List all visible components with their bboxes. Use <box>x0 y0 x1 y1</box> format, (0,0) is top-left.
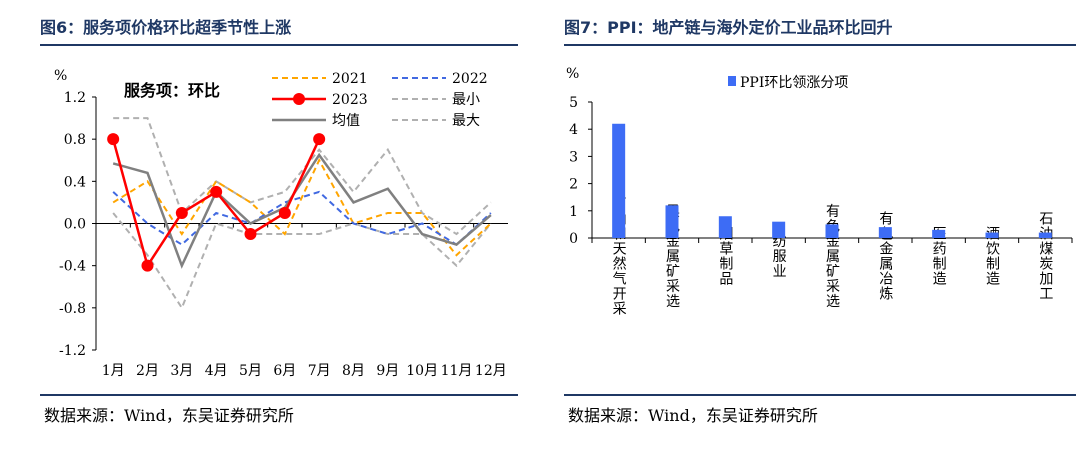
service-price-line-chart: 1.2 0.8 0.4 0.0 -0.4 -0.8 -1.2 1月 2月 3月 4月 5月 6月 7月 8月… <box>54 68 508 379</box>
x-tick-label: 7月 <box>308 363 331 379</box>
x-tick-label: 5月 <box>239 363 262 379</box>
y-tick-label: 0.8 <box>64 132 86 148</box>
bar <box>1038 232 1052 238</box>
x-tick-label: 10月 <box>406 363 438 379</box>
figure-7-panel: 图7：PPI：地产链与海外定价工业品环比回升 5 4 3 2 1 0 石油和天然气开采 黑色金… <box>560 0 1080 452</box>
x-tick-label: 3月 <box>170 363 193 379</box>
series-line-最大 <box>113 117 492 236</box>
x-tick-label: 纺服业 <box>771 234 787 279</box>
x-tick-label: 1月 <box>102 363 125 379</box>
y-tick-label: 1 <box>569 204 578 220</box>
legend-label: 均值 <box>332 113 360 129</box>
legend-label: 2021 <box>332 71 368 87</box>
legend-label: 2022 <box>452 71 488 87</box>
legend: PPI环比领涨分项 <box>728 75 848 91</box>
x-tick-label: 4月 <box>205 363 228 379</box>
y-tick-label: 2 <box>569 177 578 193</box>
y-tick-label: 3 <box>569 149 578 165</box>
x-tick-label: 酒饮制造 <box>984 226 1000 286</box>
x-tick-label: 6月 <box>273 363 296 379</box>
x-tick-label: 有色金属冶炼 <box>877 211 893 301</box>
x-tick-label: 医药制造 <box>931 226 947 286</box>
y-tick-label: -0.4 <box>59 259 86 275</box>
source-note: 数据来源：Wind，东吴证券研究所 <box>44 406 294 425</box>
source-note: 数据来源：Wind，东吴证券研究所 <box>568 406 818 425</box>
x-tick-label: 2月 <box>136 363 159 379</box>
series-line-均值 <box>112 152 492 269</box>
y-unit-label: % <box>54 68 67 84</box>
bars-group <box>612 123 1052 238</box>
x-tick-label: 8月 <box>342 363 365 379</box>
bar <box>825 224 839 238</box>
data-point-2023 <box>244 228 257 241</box>
bar <box>772 221 786 238</box>
data-point-2023 <box>175 206 188 219</box>
legend-label: 最小 <box>452 92 480 108</box>
y-tick-label: 0 <box>569 231 578 247</box>
figure-6-panel: 图6：服务项价格环比超季节性上涨 1.2 0.8 0.4 0.0 -0.4 -0.8 -1.… <box>0 0 520 452</box>
y-unit-label: % <box>566 66 579 82</box>
bar <box>932 229 946 238</box>
y-tick-label: 0.0 <box>64 217 86 233</box>
title-rule <box>40 44 518 46</box>
figure-title: 图6：服务项价格环比超季节性上涨 <box>40 18 292 37</box>
y-tick-label: 5 <box>569 95 578 111</box>
axes: 1.2 0.8 0.4 0.0 -0.4 -0.8 -1.2 1月 2月 3月 4月 5月 6月 7月 8月… <box>59 90 508 379</box>
legend-label: PPI环比领涨分项 <box>740 75 848 91</box>
data-point-2023 <box>313 133 326 146</box>
bar <box>878 227 892 238</box>
figure-title: 图7：PPI：地产链与海外定价工业品环比回升 <box>564 18 893 37</box>
x-tick-label: 9月 <box>376 363 399 379</box>
legend-swatch <box>728 76 736 86</box>
x-tick-label: 12月 <box>475 363 507 379</box>
bar <box>985 232 999 238</box>
y-tick-label: 4 <box>569 122 578 138</box>
legend-label: 2023 <box>332 92 368 108</box>
x-tick-label: 11月 <box>441 363 473 379</box>
series-line-最小 <box>112 212 492 310</box>
bar <box>665 205 679 238</box>
data-point-2023 <box>278 206 291 219</box>
x-tick-label: 有色金属矿采选 <box>824 204 840 309</box>
series-group <box>107 117 492 310</box>
legend-marker-2023 <box>293 93 305 105</box>
data-point-2023 <box>210 185 223 198</box>
source-rule <box>40 394 518 396</box>
y-tick-label: 0.4 <box>64 174 86 190</box>
data-point-2023 <box>107 133 120 146</box>
series-line-2021 <box>112 158 492 257</box>
title-rule <box>564 44 1076 46</box>
x-tick-label: 石油煤炭加工 <box>1037 211 1053 301</box>
bar <box>612 123 626 238</box>
y-tick-label: 1.2 <box>64 90 86 106</box>
bar <box>718 216 732 238</box>
x-tick-label: 烟草制品 <box>717 226 733 286</box>
chart-annotation: 服务项：环比 <box>124 81 220 100</box>
y-tick-label: -0.8 <box>59 301 86 317</box>
source-rule <box>564 394 1076 396</box>
legend-label: 最大 <box>452 113 480 129</box>
series-line-2022 <box>112 190 492 246</box>
data-point-2023 <box>141 259 154 272</box>
y-tick-label: -1.2 <box>59 343 86 359</box>
